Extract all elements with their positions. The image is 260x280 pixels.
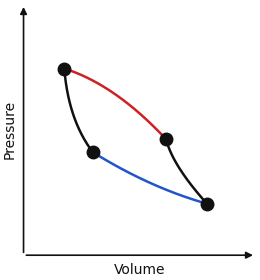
Text: Pressure: Pressure [2,100,16,159]
Text: Volume: Volume [114,263,165,277]
